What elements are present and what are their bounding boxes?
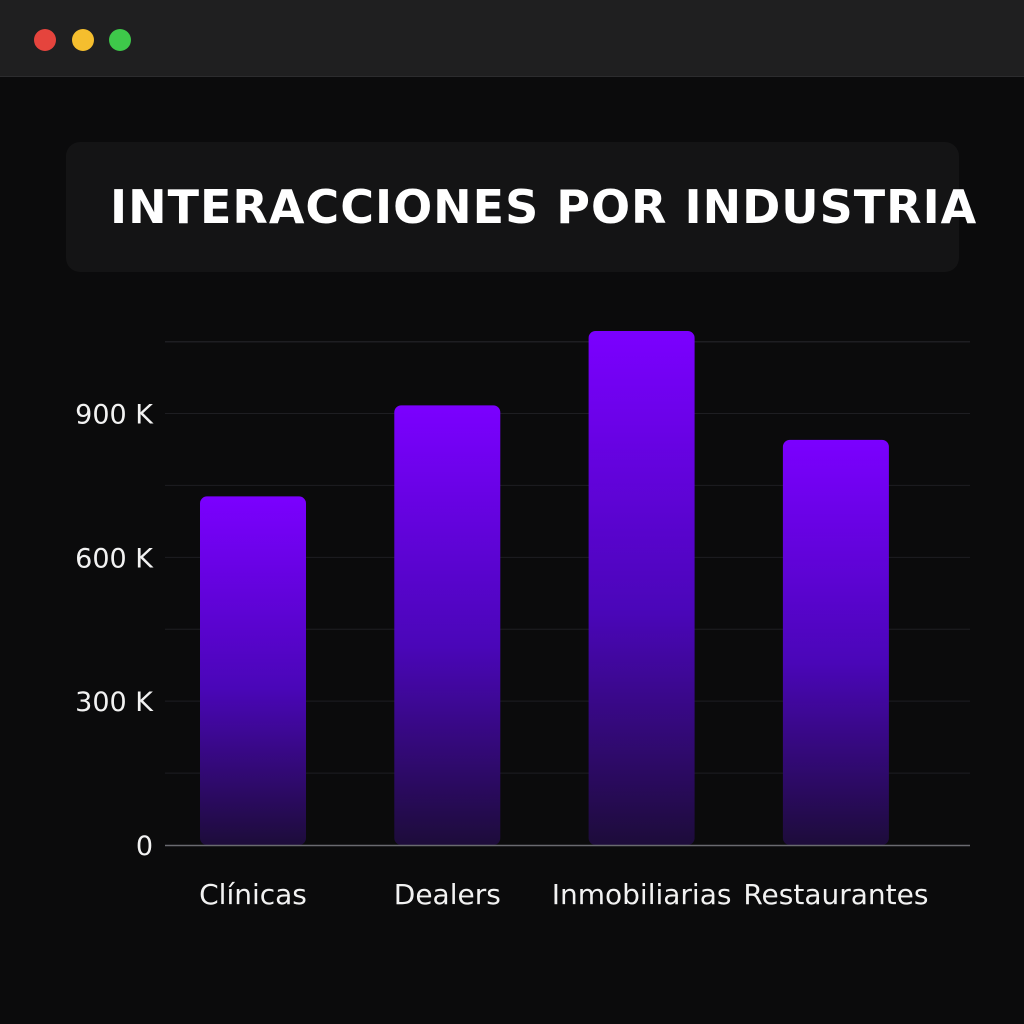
bar-dealers (394, 405, 501, 845)
bar-inmobiliarias (588, 331, 695, 845)
bar-restaurantes (782, 439, 889, 845)
x-tick-label: Dealers (394, 878, 501, 911)
close-button[interactable] (34, 29, 56, 51)
x-tick-label: Inmobiliarias (552, 878, 732, 911)
x-axis-labels: Clínicas Dealers Inmobiliarias Restaurantes (199, 878, 928, 911)
chart-title-card: INTERACCIONES POR INDUSTRIA (66, 142, 976, 272)
zoom-button[interactable] (109, 29, 131, 51)
x-tick-label: Clínicas (199, 878, 307, 911)
bar-clínicas (200, 496, 306, 845)
window-titlebar (0, 0, 1024, 77)
y-axis-ticks: 0 300 K 600 K 900 K (75, 399, 154, 862)
y-tick-label: 300 K (75, 687, 154, 718)
y-tick-label: 900 K (75, 399, 154, 430)
minimize-button[interactable] (72, 29, 94, 51)
x-tick-label: Restaurantes (743, 878, 928, 911)
y-tick-label: 0 (136, 831, 153, 862)
bars (200, 331, 889, 845)
chart-title: INTERACCIONES POR INDUSTRIA (110, 180, 978, 234)
y-tick-label: 600 K (75, 543, 154, 574)
